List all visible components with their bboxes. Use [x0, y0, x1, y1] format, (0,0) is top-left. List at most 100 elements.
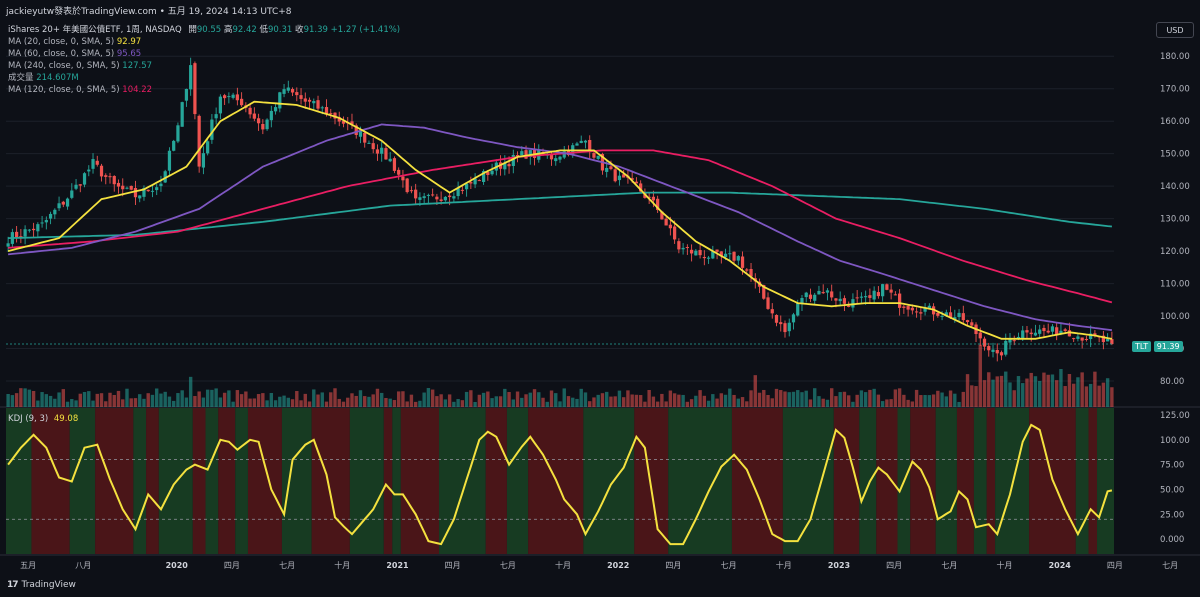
- time-axis-label: 七月: [1162, 561, 1178, 570]
- volume-bar: [779, 390, 783, 407]
- volume-bar: [757, 392, 762, 407]
- volume-bar: [1080, 372, 1084, 407]
- candle-body: [656, 198, 660, 210]
- candle-body: [681, 247, 685, 250]
- indicator-ma120[interactable]: MA (120, close, 0, SMA, 5) 104.22: [8, 84, 400, 96]
- kdj-background-band: [383, 408, 393, 554]
- volume-bar: [706, 400, 711, 407]
- candle-body: [443, 196, 447, 201]
- volume-bar: [753, 375, 757, 407]
- candle-body: [201, 153, 206, 168]
- volume-bar: [698, 390, 702, 407]
- candle-body: [129, 185, 133, 190]
- brand[interactable]: 17 TradingView: [7, 580, 76, 590]
- kdj-background-band: [876, 408, 898, 554]
- candle-body: [982, 338, 987, 347]
- price-axis-label: 80.00: [1160, 377, 1184, 387]
- currency-button[interactable]: USD: [1156, 22, 1194, 38]
- volume-bar: [991, 379, 995, 407]
- volume-bar: [299, 400, 303, 407]
- volume-bar: [834, 396, 838, 407]
- candle-body: [774, 314, 779, 323]
- indicator-ma240[interactable]: MA (240, close, 0, SMA, 5) 127.57: [8, 60, 400, 72]
- candle-body: [452, 196, 456, 199]
- time-axis-label: 四月: [224, 561, 240, 570]
- volume-bar: [868, 389, 872, 407]
- kdj-value: 49.08: [53, 414, 79, 424]
- volume-bar: [167, 396, 172, 407]
- candle-body: [1042, 327, 1046, 332]
- candle-body: [61, 201, 65, 205]
- candle-body: [133, 187, 138, 198]
- volume-bar: [630, 394, 634, 407]
- volume-bar: [205, 389, 210, 407]
- candle-body: [779, 322, 783, 325]
- candle-body: [1059, 330, 1063, 334]
- volume-bar: [384, 397, 388, 407]
- time-axis-label: 七月: [941, 561, 957, 570]
- kdj-background-band: [910, 408, 936, 554]
- time-axis-label: 2024: [1049, 561, 1072, 570]
- kdj-background-band: [986, 408, 996, 554]
- candle-body: [622, 174, 626, 178]
- volume-bar: [600, 393, 605, 407]
- candle-body: [579, 140, 583, 143]
- candle-body: [329, 113, 333, 115]
- volume-bar: [176, 393, 180, 407]
- candle-body: [1004, 340, 1008, 355]
- volume-bar: [859, 390, 864, 407]
- ma120-line: [8, 149, 1113, 304]
- volume-bar: [940, 392, 944, 407]
- candle-body: [511, 154, 515, 166]
- price-axis-label: 100.00: [1160, 312, 1190, 322]
- volume-bar: [787, 392, 791, 407]
- candle-body: [507, 164, 511, 167]
- candle-body: [341, 121, 346, 124]
- candle-body: [630, 178, 634, 180]
- brand-name: TradingView: [21, 580, 76, 590]
- time-axis-label: 2020: [166, 561, 189, 570]
- volume-bar: [800, 392, 804, 407]
- kdj-legend[interactable]: KDJ (9, 3) 49.08: [8, 414, 78, 424]
- candle-body: [1106, 339, 1110, 342]
- indicator-volume[interactable]: 成交量 214.607M: [8, 72, 400, 84]
- indicator-ma20[interactable]: MA (20, close, 0, SMA, 5) 92.97: [8, 36, 400, 48]
- candle-body: [380, 147, 384, 154]
- candle-body: [256, 118, 261, 124]
- volume-bar: [1042, 372, 1046, 407]
- volume-bar: [363, 396, 367, 407]
- candle-body: [53, 209, 57, 215]
- volume-bar: [163, 391, 167, 407]
- candle-body: [876, 292, 881, 297]
- candle-body: [825, 290, 830, 293]
- symbol-row[interactable]: iShares 20+ 年美國公債ETF, 1周, NASDAQ 開90.55 …: [8, 24, 400, 36]
- volume-bar: [957, 401, 961, 407]
- volume-bar: [278, 396, 282, 407]
- time-axis-label: 四月: [445, 561, 461, 570]
- candle-body: [125, 187, 129, 189]
- volume-bar: [201, 397, 206, 407]
- kdj-background-band: [1088, 408, 1098, 554]
- volume-bar: [711, 394, 715, 407]
- volume-bar: [244, 391, 248, 407]
- candle-body: [333, 112, 337, 119]
- candle-body: [218, 96, 222, 114]
- candle-body: [239, 98, 244, 106]
- candle-body: [698, 250, 702, 256]
- indicator-ma60[interactable]: MA (60, close, 0, SMA, 5) 95.65: [8, 48, 400, 60]
- volume-bar: [193, 396, 197, 407]
- volume-bar: [380, 392, 384, 407]
- candle-body: [112, 176, 116, 185]
- volume-bar: [341, 401, 346, 407]
- volume-bar: [146, 393, 150, 407]
- candle-body: [104, 175, 108, 177]
- volume-bar: [532, 389, 537, 407]
- candle-body: [617, 175, 622, 181]
- volume-bar: [405, 401, 409, 407]
- volume-bar: [638, 395, 643, 407]
- time-axis-label: 五月: [20, 561, 36, 570]
- candle-body: [961, 313, 965, 321]
- kdj-background-band: [485, 408, 507, 554]
- volume-bar: [1105, 378, 1110, 407]
